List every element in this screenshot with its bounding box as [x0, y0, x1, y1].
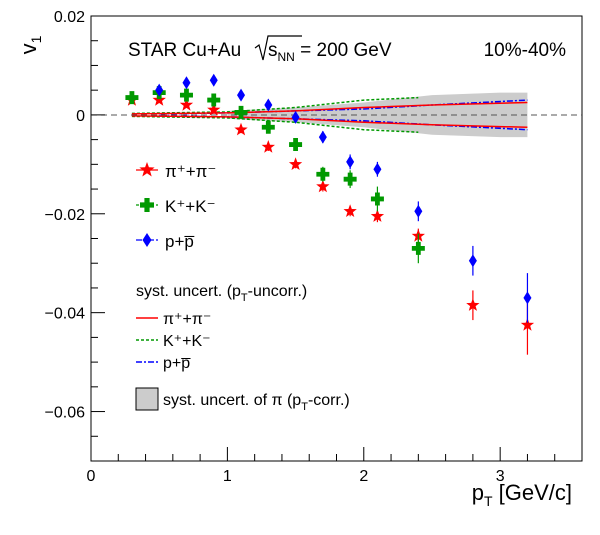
data-point-star — [288, 157, 303, 170]
data-point-cross — [289, 138, 303, 152]
legend: π⁺+π⁻ K⁺+K⁻ p+p̅ syst. uncert. (pT-uncor… — [135, 162, 350, 413]
ticks-layer: 0.02 0 −0.02 −0.04 −0.06 0 1 2 3 — [45, 9, 583, 485]
legend-item-pi: π⁺+π⁻ — [136, 162, 216, 181]
x-tick-label: 0 — [87, 468, 96, 485]
sqrt-s: sNN = 200 GeV — [268, 40, 392, 64]
data-point-star — [370, 209, 385, 222]
data-point-diamond — [209, 73, 218, 87]
y-tick-label: −0.04 — [45, 306, 86, 323]
data-point-cross — [125, 91, 139, 105]
legend-syst-label-k: K⁺+K⁻ — [163, 333, 211, 350]
data-point-diamond — [318, 130, 327, 144]
sqrt-snn: sNN = 200 GeV — [254, 35, 392, 64]
data-point-star — [179, 98, 194, 111]
data-point-star — [207, 102, 221, 116]
data-point-diamond — [264, 98, 273, 112]
legend-star-marker — [139, 162, 155, 177]
legend-item-k: K⁺+K⁻ — [136, 197, 216, 216]
k-uncorr-syst-upper — [131, 96, 419, 115]
points-layer — [125, 73, 535, 355]
data-point-cross — [261, 120, 275, 134]
legend-band-label: syst. uncert. of π (pT-corr.) — [163, 392, 350, 413]
data-point-cross — [370, 192, 384, 206]
k-uncorr-syst-lower — [131, 115, 419, 133]
legend-syst-label-p: p+p̅ — [163, 355, 191, 372]
data-point-cross — [411, 241, 425, 255]
data-point-star — [316, 179, 330, 193]
centrality-label: 10%-40% — [484, 40, 566, 61]
legend-diamond-marker — [142, 233, 152, 247]
x-tick-label: 2 — [359, 468, 368, 485]
sqrt-symbol — [254, 35, 302, 61]
data-point-diamond — [414, 204, 423, 218]
data-point-star — [152, 93, 166, 106]
legend-item-p: p+p̅ — [136, 232, 194, 251]
data-point-diamond — [346, 155, 355, 169]
x-tick-label: 3 — [496, 468, 505, 485]
legend-label-pi: π⁺+π⁻ — [165, 162, 216, 181]
data-point-cross — [234, 105, 248, 119]
legend-syst-title: syst. uncert. (pT-uncorr.) — [136, 283, 307, 304]
data-point-diamond — [182, 76, 191, 90]
legend-band-swatch — [135, 387, 159, 411]
data-point-cross — [316, 167, 330, 181]
x-axis-title: pT [GeV/c] — [472, 480, 572, 509]
data-point-star — [234, 122, 248, 136]
systematics-layer — [131, 92, 528, 138]
legend-syst-label-pi: π⁺+π⁻ — [163, 311, 211, 328]
data-point-diamond — [155, 83, 164, 97]
legend-label-p: p+p̅ — [165, 232, 194, 251]
chart-title: STAR Cu+Au — [128, 40, 241, 61]
pi-uncorr-syst-lower — [131, 115, 528, 129]
data-point-cross — [343, 172, 357, 186]
data-point-cross — [179, 88, 193, 102]
y-tick-label: −0.02 — [45, 207, 86, 224]
legend-cross-marker — [140, 198, 154, 212]
y-tick-label: 0 — [76, 108, 85, 125]
data-point-star — [466, 298, 480, 311]
y-axis-title: v1 — [16, 35, 44, 54]
data-point-diamond — [291, 110, 300, 124]
y-tick-label: −0.06 — [45, 405, 86, 422]
data-point-star — [261, 140, 275, 153]
data-point-diamond — [468, 254, 477, 268]
data-point-cross — [207, 93, 221, 107]
data-point-star — [343, 204, 357, 217]
y-tick-label: 0.02 — [54, 9, 85, 26]
data-point-diamond — [237, 88, 246, 102]
data-point-diamond — [373, 162, 382, 176]
x-tick-label: 1 — [223, 468, 232, 485]
data-point-star — [520, 318, 535, 331]
data-point-diamond — [523, 291, 532, 305]
legend-label-k: K⁺+K⁻ — [165, 197, 216, 216]
